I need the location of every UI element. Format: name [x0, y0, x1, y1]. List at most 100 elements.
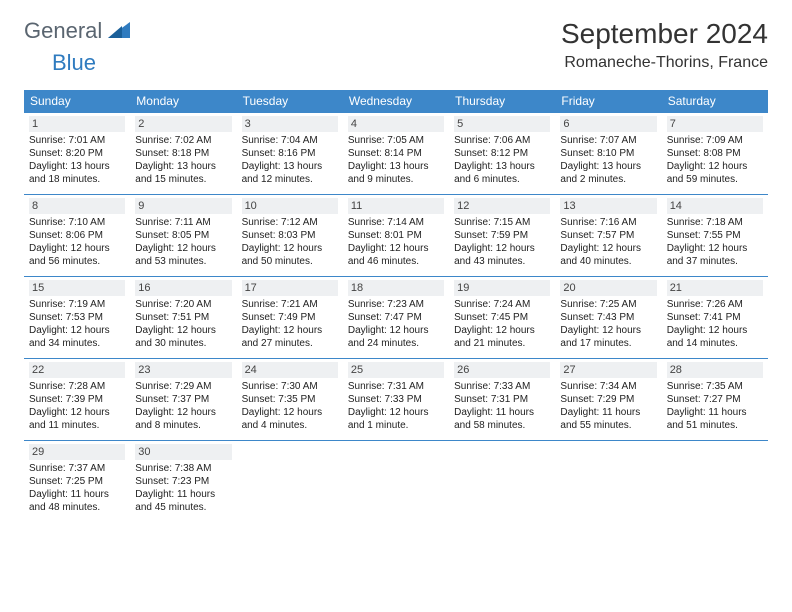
day-number: 5: [454, 116, 550, 132]
sunset-line: Sunset: 7:47 PM: [348, 311, 444, 324]
sunrise-line: Sunrise: 7:14 AM: [348, 216, 444, 229]
daylight-line: Daylight: 12 hours and 46 minutes.: [348, 242, 444, 268]
daylight-line: Daylight: 13 hours and 18 minutes.: [29, 160, 125, 186]
calendar-day-cell: 10Sunrise: 7:12 AMSunset: 8:03 PMDayligh…: [237, 195, 343, 277]
day-number: 10: [242, 198, 338, 214]
daylight-line: Daylight: 12 hours and 11 minutes.: [29, 406, 125, 432]
calendar-day-cell: 26Sunrise: 7:33 AMSunset: 7:31 PMDayligh…: [449, 359, 555, 441]
sunrise-line: Sunrise: 7:21 AM: [242, 298, 338, 311]
daylight-line: Daylight: 12 hours and 59 minutes.: [667, 160, 763, 186]
day-number: 28: [667, 362, 763, 378]
day-number: 29: [29, 444, 125, 460]
sunrise-line: Sunrise: 7:07 AM: [560, 134, 656, 147]
calendar-day-cell: 27Sunrise: 7:34 AMSunset: 7:29 PMDayligh…: [555, 359, 661, 441]
sunrise-line: Sunrise: 7:10 AM: [29, 216, 125, 229]
sunrise-line: Sunrise: 7:38 AM: [135, 462, 231, 475]
sunset-line: Sunset: 7:57 PM: [560, 229, 656, 242]
daylight-line: Daylight: 13 hours and 15 minutes.: [135, 160, 231, 186]
sunrise-line: Sunrise: 7:19 AM: [29, 298, 125, 311]
brand-part2: Blue: [52, 50, 96, 75]
sunset-line: Sunset: 8:12 PM: [454, 147, 550, 160]
daylight-line: Daylight: 11 hours and 55 minutes.: [560, 406, 656, 432]
daylight-line: Daylight: 11 hours and 58 minutes.: [454, 406, 550, 432]
calendar-day-cell: 11 Sunrise: 7:14 AMSunset: 8:01 PMDayligh…: [343, 195, 449, 277]
daylight-line: Daylight: 11 hours and 51 minutes.: [667, 406, 763, 432]
daylight-line: Daylight: 12 hours and 34 minutes.: [29, 324, 125, 350]
sunrise-line: Sunrise: 7:33 AM: [454, 380, 550, 393]
calendar-day-cell: 8Sunrise: 7:10 AMSunset: 8:06 PMDaylight…: [24, 195, 130, 277]
sunrise-line: Sunrise: 7:09 AM: [667, 134, 763, 147]
calendar-day-cell: 30Sunrise: 7:38 AMSunset: 7:23 PMDayligh…: [130, 441, 236, 523]
calendar-day-cell: 23 Sunrise: 7:29 AMSunset: 7:37 PMDayligh…: [130, 359, 236, 441]
sunset-line: Sunset: 7:43 PM: [560, 311, 656, 324]
calendar-day-cell: 18Sunrise: 7:23 AMSunset: 7:47 PMDayligh…: [343, 277, 449, 359]
weekday-header: Wednesday: [343, 90, 449, 113]
month-title: September 2024: [561, 18, 768, 50]
daylight-line: Daylight: 13 hours and 9 minutes.: [348, 160, 444, 186]
daylight-line: Daylight: 12 hours and 4 minutes.: [242, 406, 338, 432]
weekday-header: Sunday: [24, 90, 130, 113]
sunrise-line: Sunrise: 7:12 AM: [242, 216, 338, 229]
sunset-line: Sunset: 8:06 PM: [29, 229, 125, 242]
calendar-day-cell: 24Sunrise: 7:30 AMSunset: 7:35 PMDayligh…: [237, 359, 343, 441]
sunrise-line: Sunrise: 7:37 AM: [29, 462, 125, 475]
daylight-line: Daylight: 12 hours and 37 minutes.: [667, 242, 763, 268]
sunset-line: Sunset: 8:16 PM: [242, 147, 338, 160]
sunset-line: Sunset: 8:14 PM: [348, 147, 444, 160]
calendar-day-cell: 29Sunrise: 7:37 AMSunset: 7:25 PMDayligh…: [24, 441, 130, 523]
weekday-header: Friday: [555, 90, 661, 113]
daylight-line: Daylight: 12 hours and 21 minutes.: [454, 324, 550, 350]
daylight-line: Daylight: 12 hours and 8 minutes.: [135, 406, 231, 432]
sunrise-line: Sunrise: 7:30 AM: [242, 380, 338, 393]
calendar-day-cell: 13Sunrise: 7:16 AMSunset: 7:57 PMDayligh…: [555, 195, 661, 277]
daylight-line: Daylight: 13 hours and 12 minutes.: [242, 160, 338, 186]
sunrise-line: Sunrise: 7:31 AM: [348, 380, 444, 393]
calendar-day-cell: 20Sunrise: 7:25 AMSunset: 7:43 PMDayligh…: [555, 277, 661, 359]
sunset-line: Sunset: 7:25 PM: [29, 475, 125, 488]
sunset-line: Sunset: 7:51 PM: [135, 311, 231, 324]
daylight-line: Daylight: 12 hours and 53 minutes.: [135, 242, 231, 268]
calendar-day-cell: 5Sunrise: 7:06 AMSunset: 8:12 PMDaylight…: [449, 113, 555, 195]
day-number: 9: [135, 198, 231, 214]
sunset-line: Sunset: 7:53 PM: [29, 311, 125, 324]
sunset-line: Sunset: 7:33 PM: [348, 393, 444, 406]
sunrise-line: Sunrise: 7:02 AM: [135, 134, 231, 147]
calendar-day-cell: 16Sunrise: 7:20 AMSunset: 7:51 PMDayligh…: [130, 277, 236, 359]
sunset-line: Sunset: 7:27 PM: [667, 393, 763, 406]
day-number: 1: [29, 116, 125, 132]
calendar-day-cell: [662, 441, 768, 523]
day-number: 15: [29, 280, 125, 296]
sunset-line: Sunset: 7:55 PM: [667, 229, 763, 242]
calendar-page: General September 2024 Romaneche-Thorins…: [0, 0, 792, 541]
day-number: 21: [667, 280, 763, 296]
sunrise-line: Sunrise: 7:18 AM: [667, 216, 763, 229]
calendar-day-cell: 9Sunrise: 7:11 AMSunset: 8:05 PMDaylight…: [130, 195, 236, 277]
sunrise-line: Sunrise: 7:15 AM: [454, 216, 550, 229]
calendar-table: Sunday Monday Tuesday Wednesday Thursday…: [24, 90, 768, 523]
sunset-line: Sunset: 7:29 PM: [560, 393, 656, 406]
calendar-day-cell: [555, 441, 661, 523]
calendar-day-cell: 3Sunrise: 7:04 AMSunset: 8:16 PMDaylight…: [237, 113, 343, 195]
sunrise-line: Sunrise: 7:29 AM: [135, 380, 231, 393]
location: Romaneche-Thorins, France: [561, 54, 768, 72]
daylight-line: Daylight: 12 hours and 50 minutes.: [242, 242, 338, 268]
calendar-day-cell: 22Sunrise: 7:28 AMSunset: 7:39 PMDayligh…: [24, 359, 130, 441]
calendar-week-row: 15Sunrise: 7:19 AMSunset: 7:53 PMDayligh…: [24, 277, 768, 359]
daylight-line: Daylight: 12 hours and 17 minutes.: [560, 324, 656, 350]
day-number: 30: [135, 444, 231, 460]
calendar-day-cell: 4Sunrise: 7:05 AMSunset: 8:14 PMDaylight…: [343, 113, 449, 195]
day-number: 27: [560, 362, 656, 378]
daylight-line: Daylight: 12 hours and 27 minutes.: [242, 324, 338, 350]
sunrise-line: Sunrise: 7:35 AM: [667, 380, 763, 393]
sunrise-line: Sunrise: 7:23 AM: [348, 298, 444, 311]
sunset-line: Sunset: 8:01 PM: [348, 229, 444, 242]
sunset-line: Sunset: 7:31 PM: [454, 393, 550, 406]
calendar-week-row: 29Sunrise: 7:37 AMSunset: 7:25 PMDayligh…: [24, 441, 768, 523]
day-number: 11: [348, 198, 444, 214]
sunrise-line: Sunrise: 7:16 AM: [560, 216, 656, 229]
day-number: 23: [135, 362, 231, 378]
sunrise-line: Sunrise: 7:24 AM: [454, 298, 550, 311]
calendar-week-row: 8Sunrise: 7:10 AMSunset: 8:06 PMDaylight…: [24, 195, 768, 277]
sunset-line: Sunset: 7:37 PM: [135, 393, 231, 406]
sunrise-line: Sunrise: 7:11 AM: [135, 216, 231, 229]
